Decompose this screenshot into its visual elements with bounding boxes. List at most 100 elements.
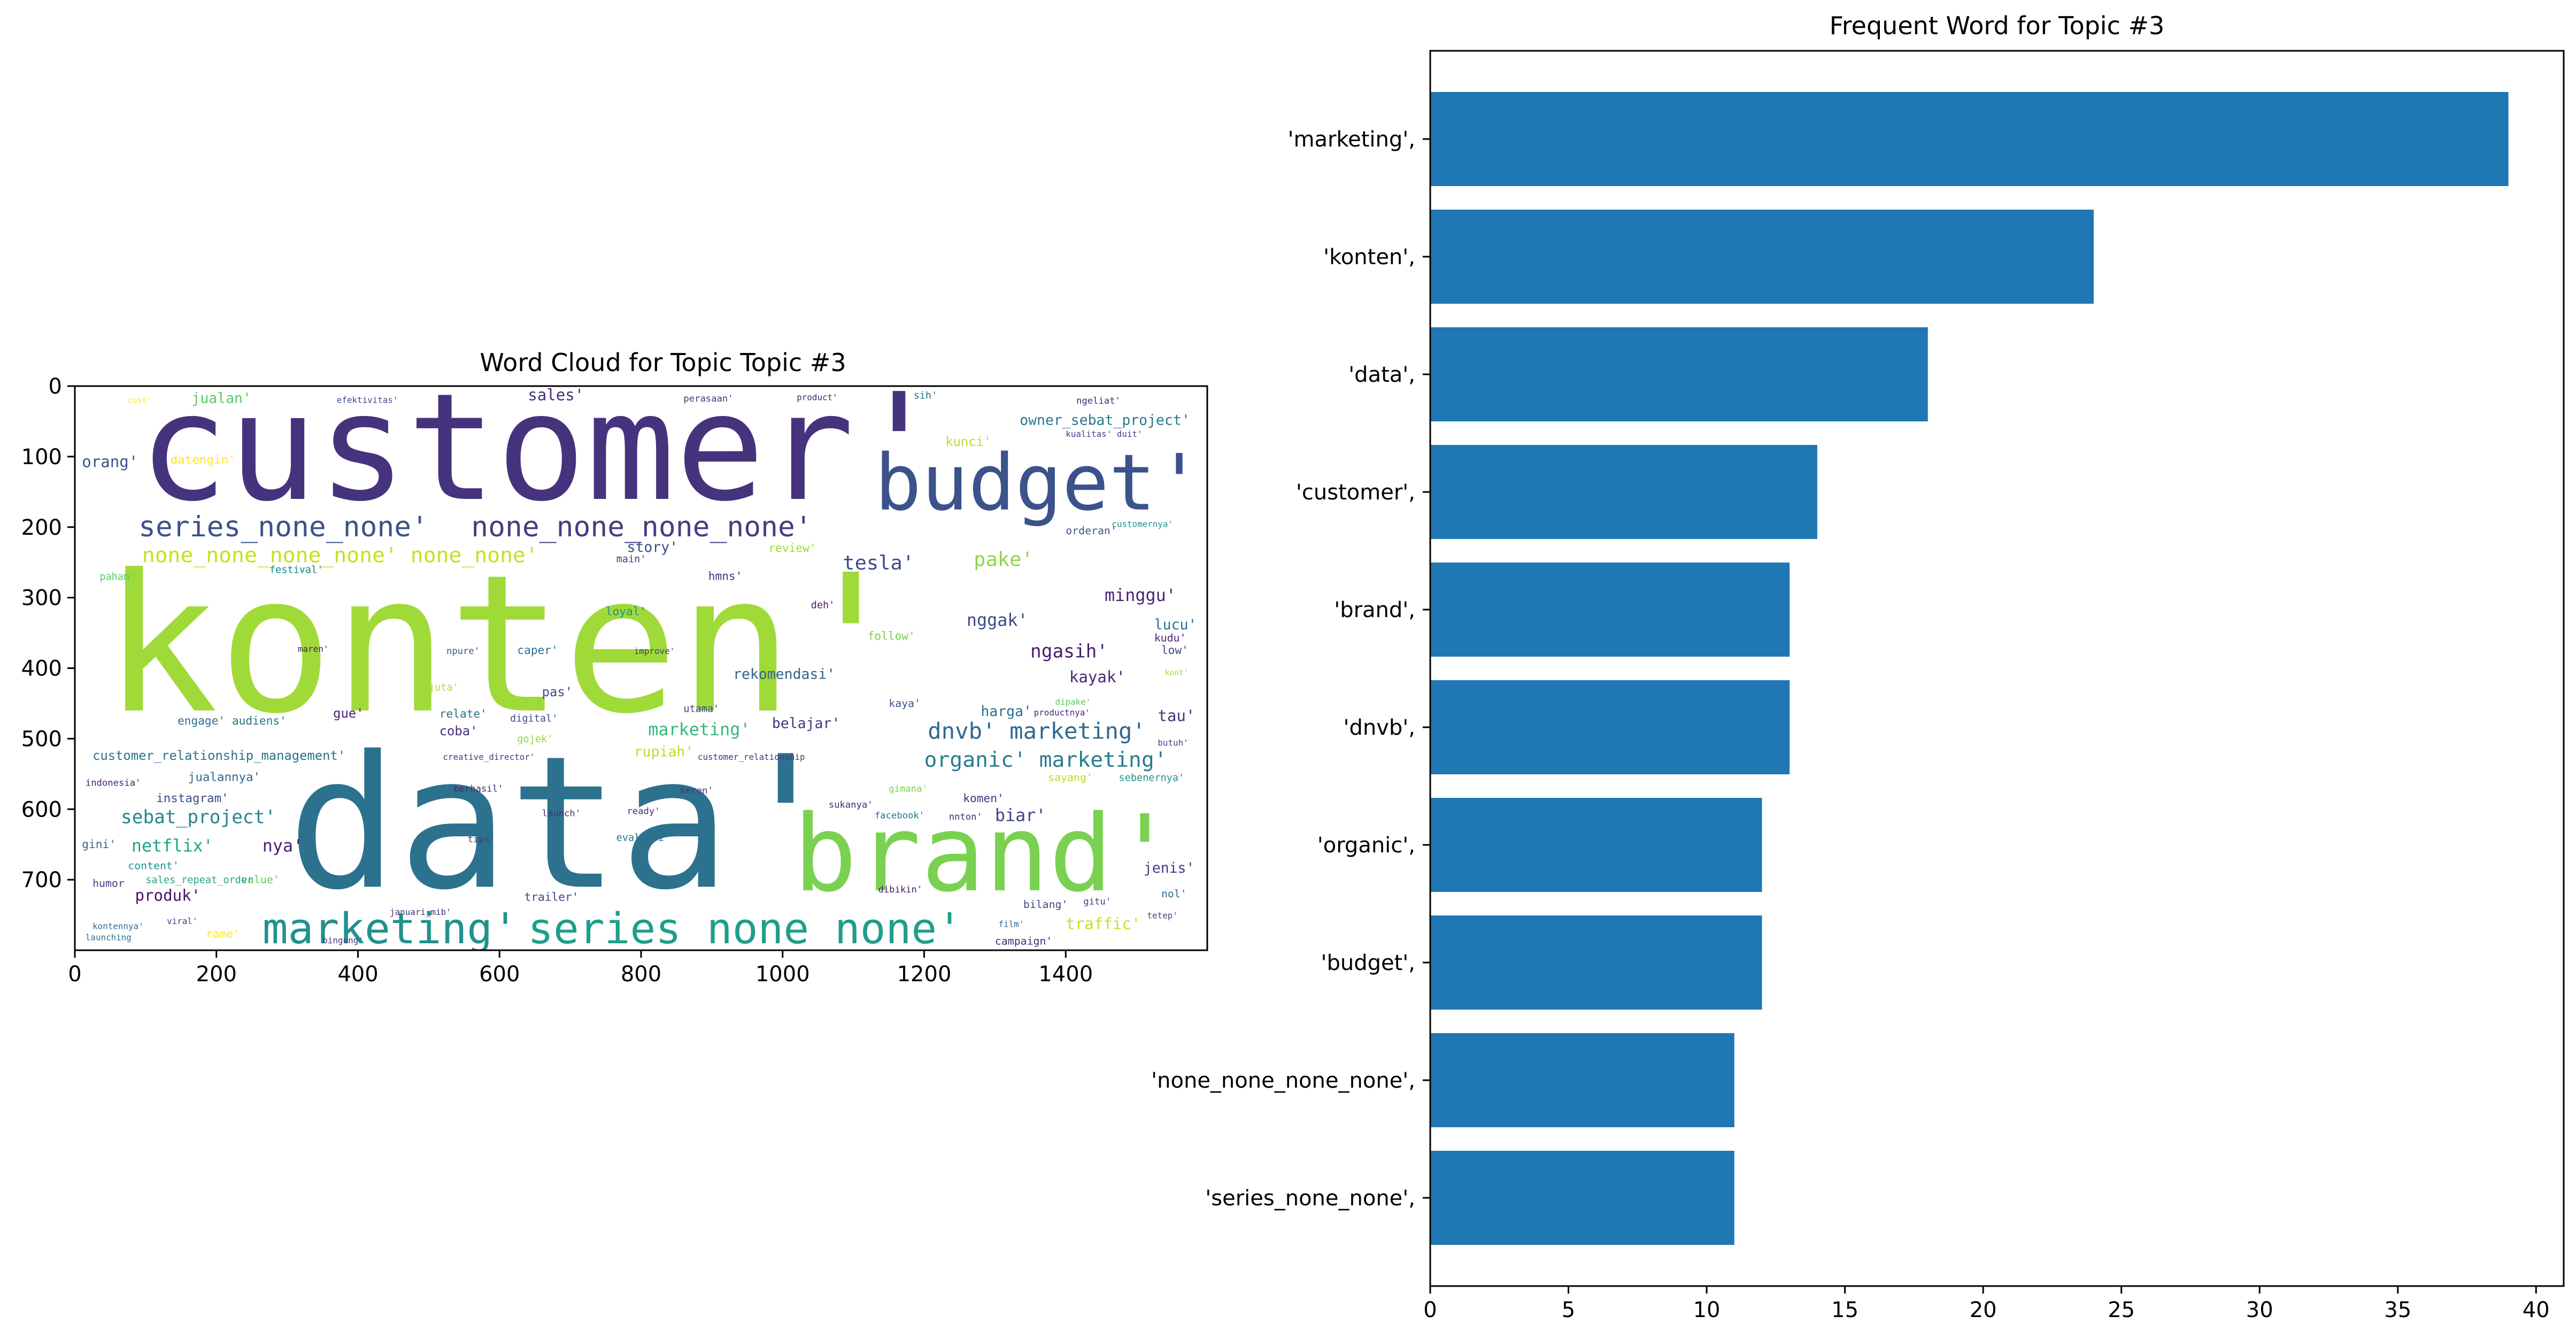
wordcloud-word: sih' [914,390,938,402]
wordcloud-word: productnya' [1034,707,1090,718]
wordcloud-x-tick-label: 400 [337,962,378,987]
wordcloud-word: sales' [528,386,584,404]
wordcloud-word: gitu' [1083,896,1111,907]
wordcloud-x-tick-label: 1200 [897,962,952,987]
wordcloud-word: traffic' [1066,914,1140,933]
wordcloud-word: relate' [439,707,487,720]
wordcloud-word: ngeliat' [1076,396,1121,406]
wordcloud-word: jualan' [191,390,251,407]
wordcloud-x-tick-label: 600 [479,962,520,987]
wordcloud-word: kaya' [889,697,921,710]
wordcloud-word: viral' [167,916,197,926]
wordcloud-word: data' [287,717,841,930]
bar-chart-y-axis: 'marketing', 'konten', 'data', 'customer', '… [1151,127,1430,1211]
wordcloud-word: creative_director' [443,752,535,762]
wordcloud-word: berhasil' [453,783,503,794]
wordcloud-word: lucu' [1154,617,1197,633]
wordcloud-word: gini' [82,837,116,851]
wordcloud-word: januari_mib' [390,907,451,917]
bar-chart-x-tick-label: 0 [1423,1298,1437,1322]
bar-chart-panel: Frequent Word for Topic #3 'marketing','… [1151,11,2565,1322]
wordcloud-word: facebook' [875,810,924,821]
wordcloud-y-tick-label: 0 [49,374,62,399]
bar-chart-category-label: 'organic', [1317,833,1415,858]
wordcloud-word: rekomendasi' [733,666,835,682]
bar-chart-title: Frequent Word for Topic #3 [1830,11,2165,40]
wordcloud-word: follow' [868,629,915,643]
wordcloud-word: jenis' [1144,860,1195,876]
wordcloud-word: sebenernya' [1119,773,1185,784]
wordcloud-word: belajar' [772,715,840,732]
wordcloud-word: none_none_none_none' [471,511,812,543]
bar-chart-frame [1429,50,2565,1287]
wordcloud-word: product' [797,392,837,402]
bar-chart-category-label: 'data', [1348,363,1415,387]
wordcloud-word: rame' [206,927,240,940]
wordcloud-y-tick-label: 300 [21,586,62,611]
bar [1430,915,1762,1010]
wordcloud-word: customernya' [1112,519,1173,529]
wordcloud-word: sales_repeat_order [145,875,253,886]
wordcloud-word: dnvb' marketing' [928,718,1146,744]
wordcloud-word: netflix' [132,836,213,856]
bar-chart-x-tick-label: 35 [2384,1298,2411,1322]
wordcloud-word: instagram' [156,791,228,805]
wordcloud-word: kunci' [945,434,991,449]
wordcloud-word: orderan' [1066,525,1117,537]
wordcloud-y-tick-label: 100 [21,445,62,470]
wordcloud-word: improve' [634,646,675,656]
wordcloud-word: deh' [811,599,835,611]
wordcloud-word: tau' [1158,706,1195,725]
wordcloud-word: tips' [468,834,496,845]
wordcloud-x-tick-label: 1000 [755,962,810,987]
wordcloud-y-tick-label: 500 [21,727,62,751]
wordcloud-x-tick-label: 800 [621,962,661,987]
wordcloud-word: komen' [963,791,1004,805]
wordcloud-word: customer' [138,361,944,534]
wordcloud-word: marketing' [648,720,750,740]
bar-chart-category-label: 'konten', [1323,245,1415,270]
bar-chart-category-label: 'budget', [1321,951,1415,975]
wordcloud-word: sebat_project' [121,807,276,828]
bar [1430,563,1790,657]
wordcloud-word: evaluasi' [616,833,670,844]
wordcloud-word: content' [128,859,179,872]
wordcloud-y-axis: 0 100 200 300 400 500 600 700 [21,374,75,892]
wordcloud-word: bilang' [1023,898,1068,911]
wordcloud-word: kont' [1165,669,1189,678]
wordcloud-word: gojek' [517,734,553,745]
wordcloud-x-axis: 0 200 400 600 800 1000 1200 1400 [68,950,1093,987]
wordcloud-word: low' [1161,643,1189,657]
wordcloud-word: none_none_none_none' none_none' [142,543,538,568]
wordcloud-word: festival' [269,564,323,575]
wordcloud-word: series_none_none' [528,904,962,953]
wordcloud-word: nol' [1161,888,1187,900]
wordcloud-word: launch' [542,808,581,819]
wordcloud-word: owner_sebat_project' [1020,412,1190,429]
bar-chart-x-tick-label: 25 [2108,1298,2135,1322]
wordcloud-word: npure' [446,646,480,657]
wordcloud-word: digital' [510,713,558,725]
wordcloud-word: datengin' [171,453,236,467]
wordcloud-word: organic' marketing' [924,748,1167,772]
wordcloud-word: biar' [995,806,1046,826]
bar-chart-x-tick-label: 20 [1970,1298,1997,1322]
wordcloud-word: produk' [135,887,201,905]
bar-chart-category-label: 'series_none_none', [1205,1186,1415,1211]
wordcloud-word: launching [86,933,132,943]
wordcloud-word: story' [627,539,678,556]
wordcloud-word: cost' [128,397,151,405]
bar-chart-category-label: 'brand', [1334,598,1415,622]
wordcloud-word: maren' [298,644,328,654]
wordcloud-panel: Word Cloud for Topic Topic #3 customer'k… [21,348,1208,987]
wordcloud-word: pas' [542,684,573,699]
wordcloud-x-tick-label: 1400 [1038,962,1093,987]
wordcloud-word: film' [998,919,1024,929]
wordcloud-word: dipake' [1055,697,1091,707]
wordcloud-word: sayang' [1048,772,1093,784]
wordcloud-word: campaign' [995,935,1052,947]
wordcloud-word: bingung' [322,935,363,945]
bar-chart-category-label: 'none_none_none_none', [1151,1068,1415,1093]
bar-chart-x-tick-label: 5 [1562,1298,1575,1322]
wordcloud-word: sukanya' [829,800,873,811]
